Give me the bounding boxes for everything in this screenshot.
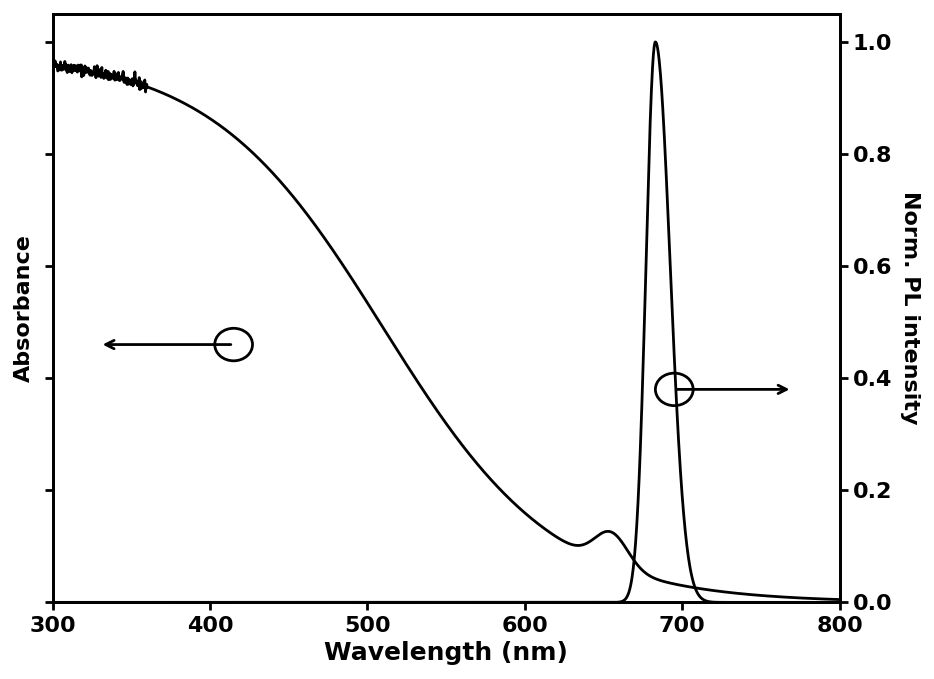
- Y-axis label: Norm. PL intensity: Norm. PL intensity: [900, 191, 920, 425]
- Y-axis label: Absorbance: Absorbance: [14, 234, 34, 382]
- X-axis label: Wavelength (nm): Wavelength (nm): [324, 641, 568, 665]
